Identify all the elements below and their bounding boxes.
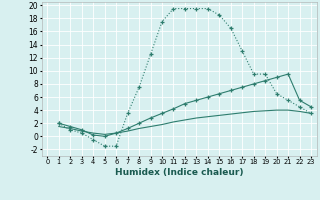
X-axis label: Humidex (Indice chaleur): Humidex (Indice chaleur): [115, 168, 244, 177]
